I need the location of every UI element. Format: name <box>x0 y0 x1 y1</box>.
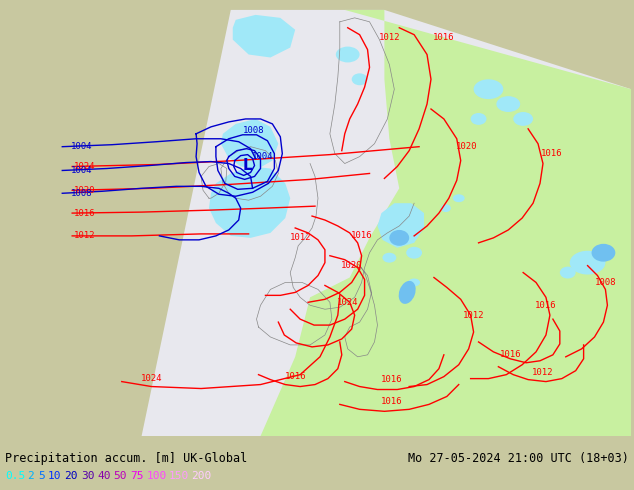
Text: 1024: 1024 <box>337 298 358 307</box>
Text: 75: 75 <box>130 471 143 481</box>
Text: 1020: 1020 <box>456 142 477 151</box>
Text: 1016: 1016 <box>380 375 402 384</box>
Text: Precipitation accum. [m] UK-Global: Precipitation accum. [m] UK-Global <box>5 452 247 465</box>
Text: 1016: 1016 <box>380 397 402 406</box>
Polygon shape <box>233 15 295 57</box>
Text: 1012: 1012 <box>532 368 553 377</box>
Ellipse shape <box>336 47 359 62</box>
Text: 0.5: 0.5 <box>5 471 25 481</box>
Text: 40: 40 <box>97 471 111 481</box>
Ellipse shape <box>389 230 409 246</box>
Ellipse shape <box>408 278 420 287</box>
Text: 1004: 1004 <box>70 166 92 175</box>
Text: 1008: 1008 <box>70 189 92 198</box>
Ellipse shape <box>406 247 422 259</box>
Ellipse shape <box>382 253 396 263</box>
Ellipse shape <box>441 204 451 212</box>
Ellipse shape <box>453 194 465 202</box>
Text: 50: 50 <box>113 471 127 481</box>
Text: 1016: 1016 <box>433 33 455 42</box>
Polygon shape <box>377 203 424 248</box>
Ellipse shape <box>474 79 503 99</box>
Text: 1024: 1024 <box>74 162 96 171</box>
Polygon shape <box>261 10 631 436</box>
Ellipse shape <box>470 113 486 125</box>
Text: 1012: 1012 <box>74 231 96 241</box>
Text: 1008: 1008 <box>595 278 616 287</box>
Text: 1016: 1016 <box>351 231 372 241</box>
Text: 1016: 1016 <box>285 372 306 381</box>
Text: 1024: 1024 <box>141 374 162 383</box>
Text: Mo 27-05-2024 21:00 UTC (18+03): Mo 27-05-2024 21:00 UTC (18+03) <box>408 452 629 465</box>
Text: 1020: 1020 <box>74 186 96 195</box>
Ellipse shape <box>496 96 520 112</box>
Ellipse shape <box>352 74 368 85</box>
Ellipse shape <box>514 112 533 126</box>
Text: 30: 30 <box>81 471 94 481</box>
Text: 1012: 1012 <box>463 311 484 319</box>
Text: 1012: 1012 <box>378 33 400 42</box>
Ellipse shape <box>570 251 605 274</box>
Text: 1020: 1020 <box>341 261 363 270</box>
Text: 10: 10 <box>48 471 61 481</box>
Text: 1016: 1016 <box>500 350 521 359</box>
Text: 2: 2 <box>28 471 34 481</box>
Text: 200: 200 <box>191 471 212 481</box>
Text: 20: 20 <box>65 471 78 481</box>
Ellipse shape <box>399 281 416 304</box>
Polygon shape <box>261 357 631 436</box>
Polygon shape <box>141 10 631 436</box>
Text: L: L <box>243 158 252 173</box>
Text: 1016: 1016 <box>541 149 562 158</box>
Text: 100: 100 <box>146 471 167 481</box>
Text: 1008: 1008 <box>243 126 264 135</box>
Text: 5: 5 <box>38 471 44 481</box>
Text: 1016: 1016 <box>535 301 557 310</box>
Polygon shape <box>221 119 278 169</box>
Ellipse shape <box>592 244 616 262</box>
Text: 150: 150 <box>169 471 190 481</box>
Text: 1016: 1016 <box>74 209 96 218</box>
Text: 1004: 1004 <box>70 142 92 151</box>
Text: 1004: 1004 <box>252 152 273 161</box>
Ellipse shape <box>560 267 576 278</box>
Polygon shape <box>209 167 290 238</box>
Text: 1012: 1012 <box>289 233 311 243</box>
